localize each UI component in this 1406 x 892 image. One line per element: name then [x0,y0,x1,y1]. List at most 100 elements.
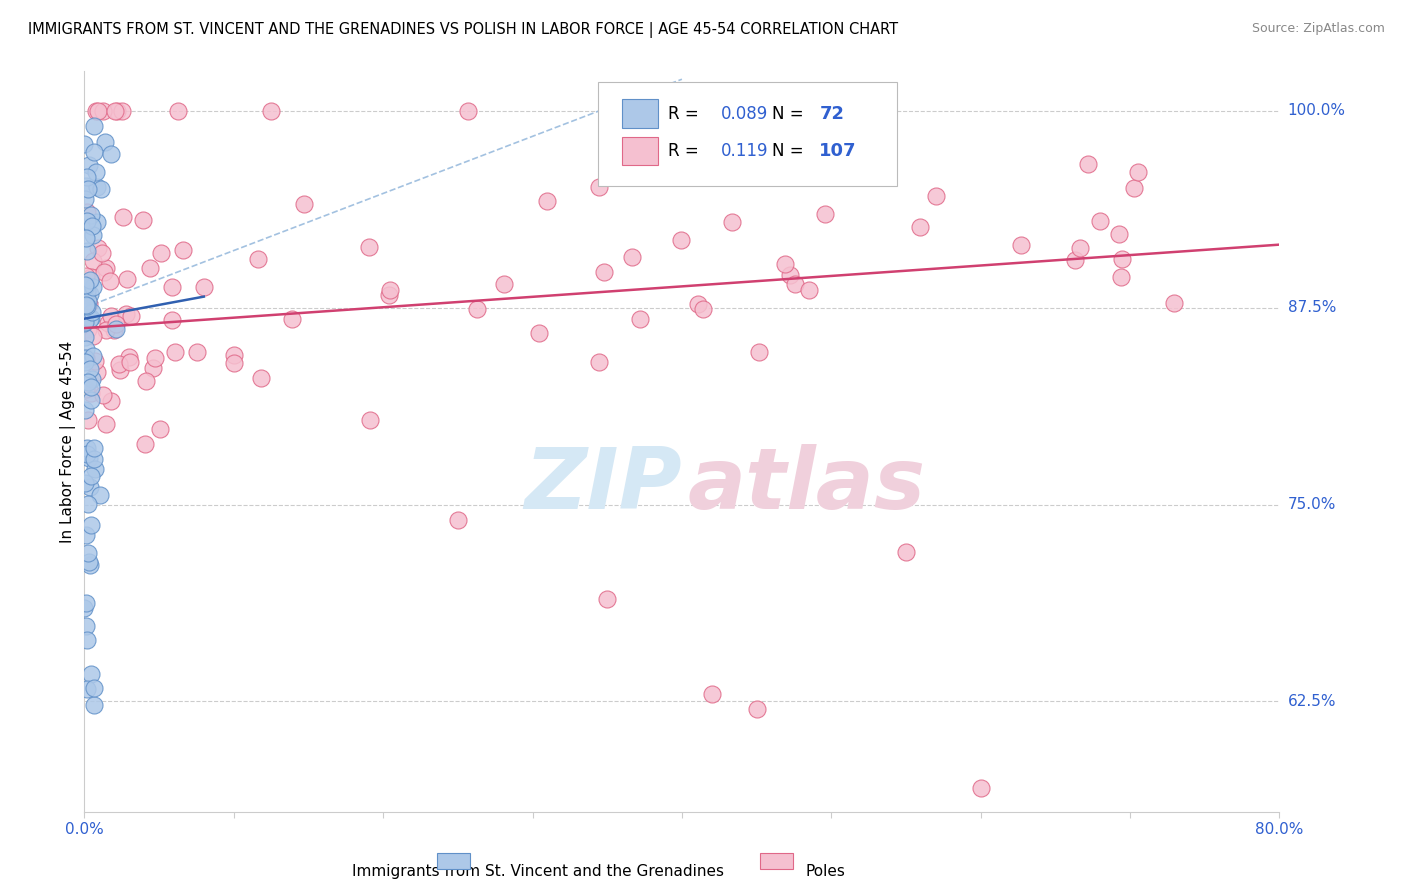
Point [73,316,96,330]
Point [186,345,208,359]
Point [720,215,742,229]
Point [82,349,104,363]
Point [76,244,98,259]
Point [75,192,97,206]
Point [75,342,97,356]
Point [82,371,104,385]
Point [80,517,103,532]
Point [82,329,104,343]
Point [104,317,127,331]
Point [86,179,108,194]
Point [87,103,110,118]
Point [688,297,710,311]
Text: N =: N = [772,142,808,160]
Point [75,351,97,365]
Point [596,592,619,607]
Point [120,309,142,323]
Point [79,208,101,222]
Point [748,345,770,359]
Point [135,374,157,388]
Point [76,633,98,648]
Point [94,417,117,431]
Point [91,388,114,402]
Bar [623,136,658,165]
Point [80,304,103,318]
Point [378,284,401,298]
Bar [759,853,793,870]
Point [80,468,103,483]
Point [105,322,128,336]
Point [77,451,100,466]
Text: IMMIGRANTS FROM ST. VINCENT AND THE GRENADINES VS POLISH IN LABOR FORCE | AGE 45: IMMIGRANTS FROM ST. VINCENT AND THE GREN… [28,22,898,38]
Text: Poles: Poles [806,863,845,879]
Point [97,316,120,330]
Point [160,279,183,293]
Point [894,545,917,559]
Point [73,402,96,417]
Text: 0.089: 0.089 [721,104,769,122]
Point [84,103,107,118]
Point [80,219,103,233]
Point [908,219,931,234]
Point [76,546,98,560]
Point [1163,296,1185,310]
Point [75,476,97,491]
Point [359,413,381,427]
Text: ZIP: ZIP [524,444,682,527]
Point [115,272,138,286]
Point [76,288,98,302]
Point [75,355,97,369]
Point [90,245,112,260]
Point [83,145,105,159]
Point [742,150,765,164]
Point [79,287,101,301]
Point [84,165,107,179]
Point [76,284,98,298]
Point [77,297,100,311]
Point [76,413,98,427]
Point [100,309,122,323]
Point [114,307,136,321]
Point [193,280,215,294]
Point [75,179,97,194]
Point [457,103,479,118]
Point [86,365,108,379]
Point [108,363,131,377]
Point [79,380,101,394]
Point [75,382,97,396]
Point [162,312,184,326]
Point [73,600,96,615]
Point [134,436,156,450]
Point [75,596,97,610]
Point [465,302,488,317]
Point [90,182,112,196]
Point [86,215,108,229]
Point [75,298,97,312]
Point [103,323,125,337]
Point [1010,238,1032,252]
Point [77,181,100,195]
Point [80,310,103,325]
Point [76,204,98,219]
Point [82,280,104,294]
Point [79,480,101,494]
Text: 100.0%: 100.0% [1288,103,1346,119]
Point [250,370,273,384]
Y-axis label: In Labor Force | Age 45-54: In Labor Force | Age 45-54 [60,341,76,542]
Point [76,375,98,389]
Point [925,189,948,203]
Point [167,103,190,118]
Point [75,269,97,284]
Point [76,441,98,455]
Point [745,702,768,716]
Point [669,233,692,247]
Point [797,283,820,297]
Point [89,488,111,502]
Point [73,315,96,329]
Point [76,214,98,228]
Point [145,351,167,365]
Point [75,279,97,293]
Point [1126,165,1149,179]
Point [149,246,172,260]
Bar [623,100,658,128]
